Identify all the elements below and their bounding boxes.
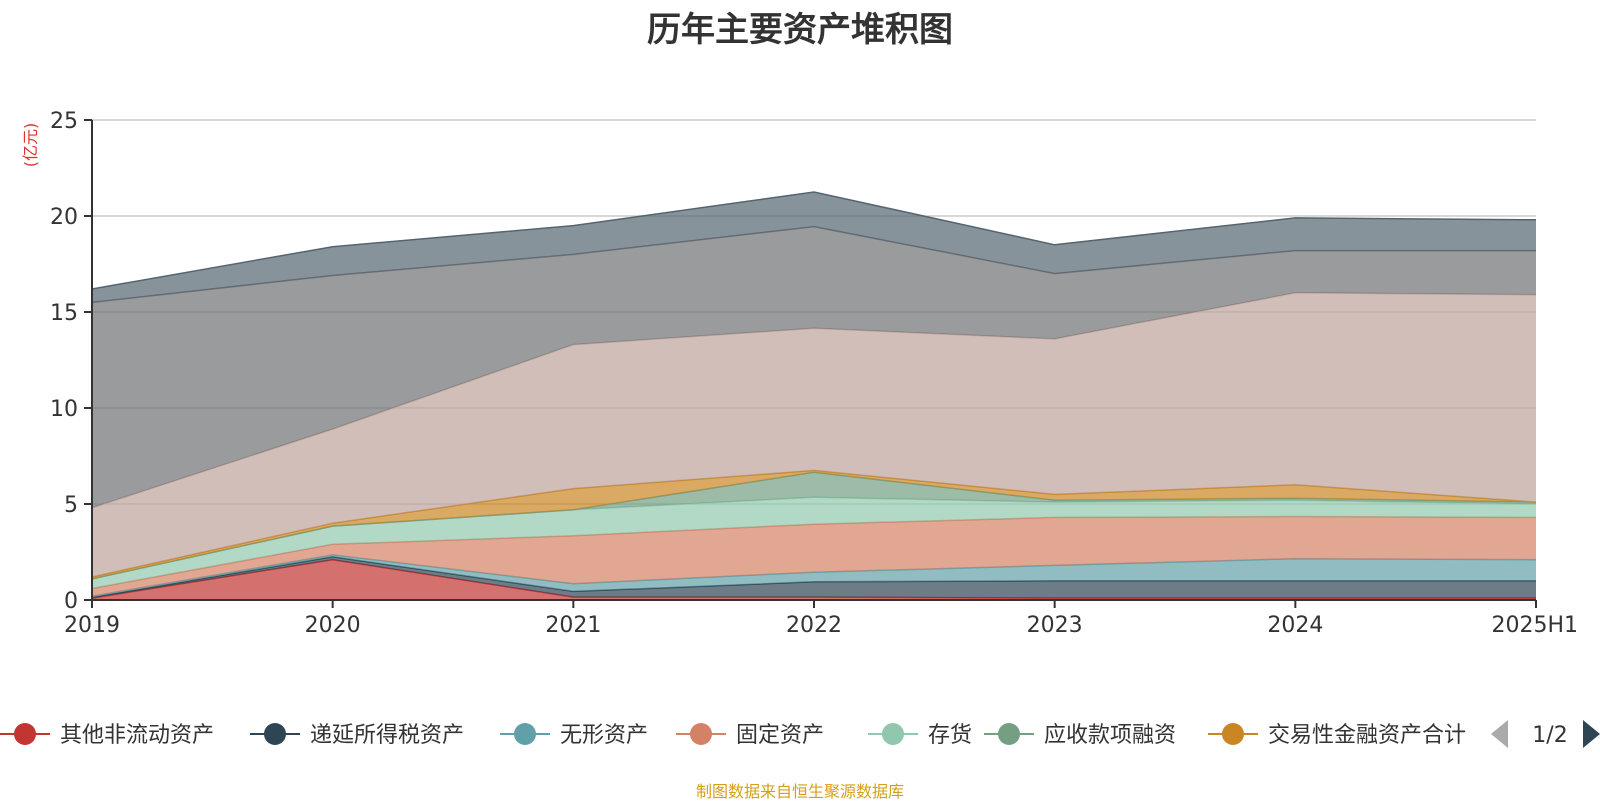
legend-item[interactable]: 递延所得税资产 [250,723,464,748]
legend-marker-icon [514,723,536,745]
x-tick-label: 2023 [1027,613,1083,638]
y-tick-label: 20 [50,205,78,230]
x-tick-label: 2025H1 [1491,613,1578,638]
y-tick-label: 15 [50,301,78,326]
legend-item[interactable]: 交易性金融资产合计 [1208,723,1466,748]
area-series-layer [91,191,1537,600]
area-series-1 [92,556,1536,599]
area-series-8 [92,226,1536,508]
area-series-4 [92,497,1536,589]
legend-prev-page-icon[interactable] [1491,720,1508,748]
legend-item[interactable]: 其他非流动资产 [0,723,214,748]
y-tick-label: 5 [64,493,78,518]
area-series-9 [92,192,1536,303]
y-tick-label: 0 [64,589,78,614]
y-axis-unit-label: (亿元) [21,123,40,168]
x-tick-label: 2020 [305,613,361,638]
legend-label: 无形资产 [560,723,648,748]
legend-item[interactable]: 存货 [868,723,972,748]
area-series-5 [92,472,1536,579]
legend-marker-icon [1222,723,1244,745]
legend-label: 固定资产 [736,723,824,748]
legend-pager: 1/2 [1491,720,1600,748]
legend-next-page-icon[interactable] [1583,720,1600,748]
area-series-6 [92,470,1536,579]
area-series-7 [92,292,1536,577]
y-tick-label: 25 [50,109,78,134]
area-series-0 [92,559,1536,600]
legend-page-indicator: 1/2 [1532,723,1567,748]
legend-label: 存货 [928,723,972,748]
y-tick-label: 10 [50,397,78,422]
legend-label: 其他非流动资产 [60,723,214,748]
legend-marker-icon [998,723,1020,745]
area-series-2 [92,554,1536,598]
legend-label: 递延所得税资产 [310,723,464,748]
area-series-3 [92,516,1536,597]
legend-item[interactable]: 应收款项融资 [984,723,1176,748]
legend-marker-icon [264,723,286,745]
x-tick-label: 2022 [786,613,842,638]
chart-title: 历年主要资产堆积图 [647,10,953,50]
area-series-line-9 [91,191,1537,290]
x-tick-label: 2021 [545,613,601,638]
x-tick-label: 2024 [1267,613,1323,638]
legend: 其他非流动资产 递延所得税资产 无形资产 固定资产 存货 应收款项融资 交易性金融资产合计 [0,723,1466,748]
legend-item[interactable]: 固定资产 [676,723,824,748]
data-source-note: 制图数据来自恒生聚源数据库 [695,782,904,801]
axes: 0 5 10 15 20 25 2019 2020 2021 2022 2023 2024 2025H1 [50,109,1578,638]
legend-item[interactable]: 无形资产 [500,723,648,748]
legend-label: 交易性金融资产合计 [1268,723,1466,748]
x-tick-label: 2019 [64,613,120,638]
legend-label: 应收款项融资 [1044,723,1176,748]
legend-marker-icon [690,723,712,745]
legend-marker-icon [14,723,36,745]
legend-marker-icon [882,723,904,745]
